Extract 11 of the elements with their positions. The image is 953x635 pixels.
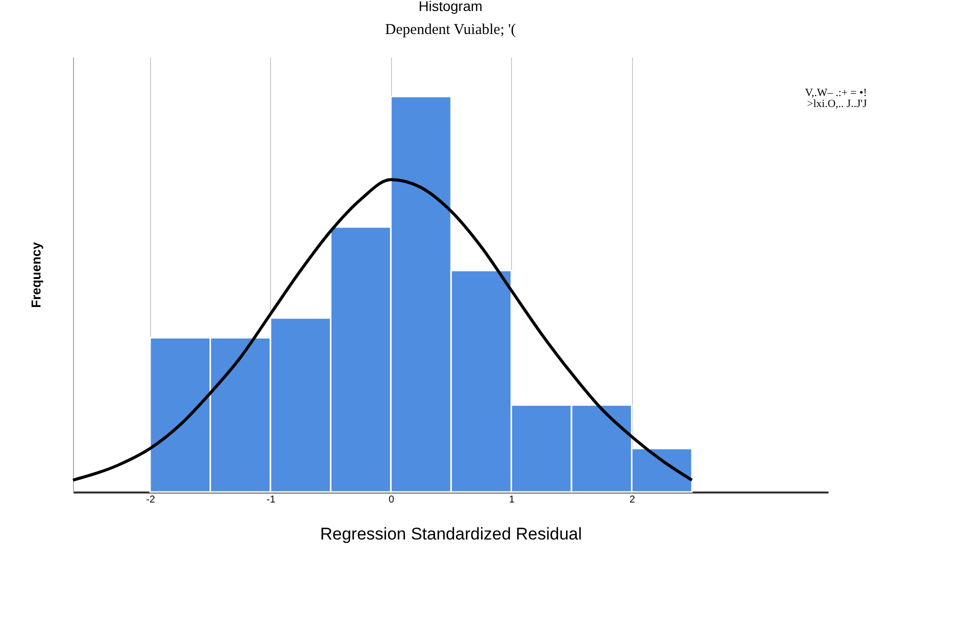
annotation: V,.W– .:+ = •! bbox=[805, 87, 867, 99]
annotation: >lxi.O,.. J..J'J bbox=[806, 98, 867, 110]
chart-title: Histogram bbox=[418, 0, 482, 14]
x-tick-label: 2 bbox=[629, 494, 636, 506]
y-axis-title: Frequency bbox=[28, 241, 44, 308]
x-axis-title: Regression Standardized Residual bbox=[320, 524, 582, 544]
chart-subtitle: Dependent Vuiable; '( bbox=[385, 22, 516, 38]
x-tick-label: -2 bbox=[146, 494, 156, 506]
x-tick-label: 1 bbox=[509, 494, 516, 506]
x-tick-label: 0 bbox=[388, 494, 395, 506]
x-tick-label: -1 bbox=[266, 494, 276, 506]
